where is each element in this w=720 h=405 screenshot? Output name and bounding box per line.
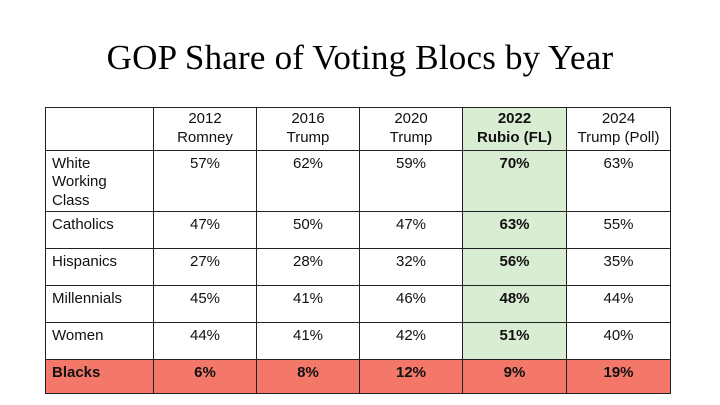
data-cell: 63% (566, 149, 671, 212)
header-cell-2020: 2020 Trump (359, 107, 463, 151)
table-row-catholics: Catholics 47% 50% 47% 63% 55% (45, 210, 671, 249)
header-year: 2016 (291, 110, 325, 127)
header-candidate: Romney (177, 128, 233, 146)
data-cell: 55% (566, 210, 671, 249)
data-cell-highlighted: 63% (462, 210, 567, 249)
row-label: Millennials (45, 284, 154, 323)
data-cell: 45% (153, 284, 257, 323)
row-label: Blacks (45, 358, 154, 394)
data-cell: 8% (256, 358, 360, 394)
header-row: 2012 Romney 2016 Trump 2020 Trump 2022 R… (45, 107, 671, 151)
header-cell-2012: 2012 Romney (153, 107, 257, 151)
table-row-millennials: Millennials 45% 41% 46% 48% 44% (45, 284, 671, 323)
data-cell: 44% (566, 284, 671, 323)
data-cell: 57% (153, 149, 257, 212)
data-cell: 41% (256, 321, 360, 360)
data-cell: 12% (359, 358, 463, 394)
slide-title: GOP Share of Voting Blocs by Year (106, 38, 614, 77)
row-label: White Working Class (45, 149, 154, 212)
data-cell: 47% (153, 210, 257, 249)
data-cell: 59% (359, 149, 463, 212)
corner-cell (45, 107, 154, 151)
data-cell-highlighted: 56% (462, 247, 567, 286)
data-cell-highlighted: 51% (462, 321, 567, 360)
data-cell: 44% (153, 321, 257, 360)
data-cell: 50% (256, 210, 360, 249)
data-cell: 47% (359, 210, 463, 249)
header-year: 2024 (601, 110, 636, 127)
data-cell: 32% (359, 247, 463, 286)
data-cell: 6% (153, 358, 257, 394)
row-label: Hispanics (45, 247, 154, 286)
table-row-hispanics: Hispanics 27% 28% 32% 56% 35% (45, 247, 671, 286)
data-cell: 27% (153, 247, 257, 286)
data-cell: 46% (359, 284, 463, 323)
data-cell: 35% (566, 247, 671, 286)
row-label: Catholics (45, 210, 154, 249)
data-cell: 62% (256, 149, 360, 212)
table-row-blacks-highlighted: Blacks 6% 8% 12% 9% 19% (45, 358, 671, 394)
header-candidate: Trump (Poll) (577, 128, 660, 146)
row-label: Women (45, 321, 154, 360)
data-cell: 9% (462, 358, 567, 394)
header-year: 2012 (188, 110, 222, 127)
data-cell-highlighted: 48% (462, 284, 567, 323)
voting-blocs-table: 2012 Romney 2016 Trump 2020 Trump 2022 R… (45, 107, 671, 394)
header-candidate: Trump (286, 128, 330, 146)
data-cell: 28% (256, 247, 360, 286)
header-cell-2022-highlighted: 2022 Rubio (FL) (462, 107, 567, 151)
table-row-white-working-class: White Working Class 57% 62% 59% 70% 63% (45, 149, 671, 212)
data-cell: 42% (359, 321, 463, 360)
header-candidate: Rubio (FL) (477, 128, 552, 146)
header-cell-2016: 2016 Trump (256, 107, 360, 151)
data-cell-highlighted: 70% (462, 149, 567, 212)
data-cell: 40% (566, 321, 671, 360)
header-candidate: Trump (389, 128, 433, 146)
header-cell-2024: 2024 Trump (Poll) (566, 107, 671, 151)
header-year: 2020 (394, 110, 428, 127)
data-cell: 41% (256, 284, 360, 323)
data-cell: 19% (566, 358, 671, 394)
table-row-women: Women 44% 41% 42% 51% 40% (45, 321, 671, 360)
header-year: 2022 (497, 110, 532, 127)
